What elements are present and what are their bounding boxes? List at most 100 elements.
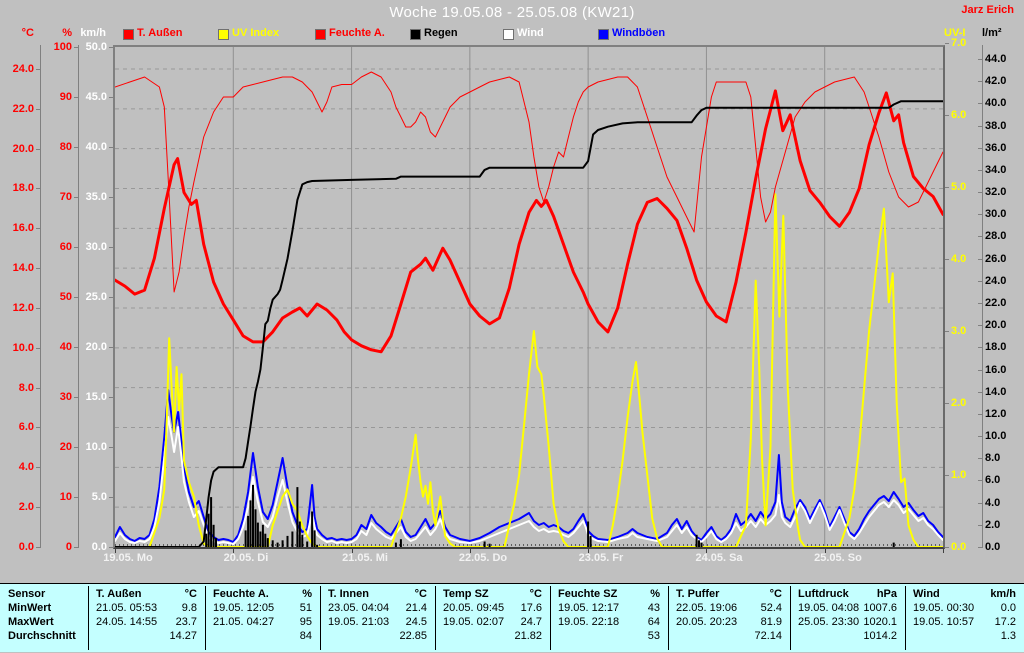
lm2-tick-label: 32.0 (985, 186, 1007, 198)
uv-tick-label: 2.0 (951, 397, 967, 409)
celsius-tick-mark (36, 149, 40, 150)
percent-tick-mark (74, 197, 78, 198)
uv-tick-label: 6.0 (951, 109, 967, 121)
legend-label: Windböen (612, 27, 666, 39)
table-avg-value: 14.27 (169, 630, 197, 642)
percent-tick-mark (74, 47, 78, 48)
lm2-tick-mark (978, 259, 982, 260)
percent-axis-line (78, 45, 79, 548)
day-tick-mark (706, 549, 707, 553)
day-label: 20.05. Di (223, 552, 269, 564)
lm2-tick-label: 12.0 (985, 408, 1007, 420)
table-sensor-unit: °C (414, 588, 427, 600)
table-min-value: 1007.6 (863, 602, 897, 614)
percent-tick-mark (74, 247, 78, 248)
celsius-axis-line (40, 45, 41, 548)
kmh-tick-label: 10.0 (85, 441, 107, 453)
lm2-tick-mark (978, 480, 982, 481)
uv-tick-mark (945, 331, 949, 332)
legend-swatch-icon (503, 29, 514, 40)
celsius-tick-label: 24.0 (12, 63, 34, 75)
lm2-tick-mark (978, 525, 982, 526)
table-sensor-name: Feuchte SZ (558, 588, 618, 600)
table-max-value: 95 (299, 616, 312, 628)
table-row-label: Sensor (8, 588, 46, 600)
kmh-tick-mark (109, 147, 113, 148)
lm2-tick-label: 2.0 (985, 519, 1001, 531)
table-max-datetime: 19.05. 22:18 (558, 616, 620, 628)
day-label: 23.05. Fr (578, 552, 624, 564)
legend-swatch-icon (410, 29, 421, 40)
percent-tick-label: 60 (59, 241, 72, 253)
celsius-tick-mark (36, 188, 40, 189)
page-title: Woche 19.05.08 - 25.05.08 (KW21) (389, 4, 635, 21)
uv-tick-mark (945, 43, 949, 44)
table-min-datetime: 19.05. 00:30 (913, 602, 975, 614)
table-avg-value: 21.82 (514, 630, 542, 642)
lm2-tick-label: 8.0 (985, 452, 1001, 464)
table-sensor-name: Wind (913, 588, 940, 600)
user-name: Jarz Erich (961, 4, 1014, 16)
table-separator (205, 586, 206, 650)
lm2-tick-label: 0.0 (985, 541, 1001, 553)
percent-tick-label: 10 (59, 491, 72, 503)
axis-unit-celsius: °C (21, 27, 34, 39)
lm2-tick-mark (978, 370, 982, 371)
day-label: 19.05. Mo (103, 552, 153, 564)
table-max-datetime: 20.05. 20:23 (676, 616, 738, 628)
table-min-datetime: 20.05. 09:45 (443, 602, 505, 614)
table-avg-value: 53 (647, 630, 660, 642)
lm2-tick-mark (978, 126, 982, 127)
kmh-tick-label: 20.0 (85, 341, 107, 353)
weather-chart (113, 47, 945, 548)
legend-swatch-icon (315, 29, 326, 40)
celsius-tick-label: 10.0 (12, 342, 34, 354)
lm2-tick-mark (978, 347, 982, 348)
legend-swatch-icon (123, 29, 134, 40)
table-min-value: 51 (299, 602, 312, 614)
percent-tick-mark (74, 547, 78, 548)
celsius-tick-label: 8.0 (18, 382, 34, 394)
kmh-tick-mark (109, 97, 113, 98)
uv-tick-mark (945, 547, 949, 548)
lm2-tick-mark (978, 503, 982, 504)
table-sensor-name: Luftdruck (798, 588, 849, 600)
statistics-table: Sensor MinWert MaxWert Durchschnitt T. Außen… (0, 583, 1024, 652)
celsius-tick-label: 4.0 (18, 461, 34, 473)
table-max-value: 64 (647, 616, 660, 628)
kmh-tick-mark (109, 347, 113, 348)
lm2-tick-label: 16.0 (985, 364, 1007, 376)
legend-label: Regen (424, 27, 458, 39)
kmh-tick-label: 30.0 (85, 241, 107, 253)
plot-area (113, 45, 945, 549)
celsius-tick-mark (36, 69, 40, 70)
uv-tick-mark (945, 115, 949, 116)
lm2-tick-label: 24.0 (985, 275, 1007, 287)
day-label: 25.05. So (814, 552, 862, 564)
uv-tick-label: 1.0 (951, 469, 967, 481)
percent-tick-mark (74, 497, 78, 498)
lm2-tick-label: 28.0 (985, 230, 1007, 242)
lm2-tick-label: 18.0 (985, 341, 1007, 353)
legend-label: T. Außen (137, 27, 183, 39)
percent-tick-mark (74, 297, 78, 298)
percent-tick-label: 70 (59, 191, 72, 203)
uv-tick-mark (945, 187, 949, 188)
lm2-tick-mark (978, 59, 982, 60)
lm2-tick-mark (978, 148, 982, 149)
table-separator (435, 586, 436, 650)
celsius-tick-mark (36, 467, 40, 468)
table-avg-value: 1014.2 (863, 630, 897, 642)
day-tick-mark (233, 549, 234, 553)
table-row-label: Durchschnitt (8, 630, 76, 642)
percent-tick-mark (74, 347, 78, 348)
table-sensor-unit: hPa (876, 588, 897, 600)
lm2-tick-mark (978, 170, 982, 171)
celsius-tick-label: 6.0 (18, 421, 34, 433)
lm2-tick-mark (978, 103, 982, 104)
table-min-value: 52.4 (760, 602, 782, 614)
percent-tick-label: 0 (65, 541, 72, 553)
table-sensor-unit: °C (529, 588, 542, 600)
table-max-datetime: 19.05. 02:07 (443, 616, 505, 628)
